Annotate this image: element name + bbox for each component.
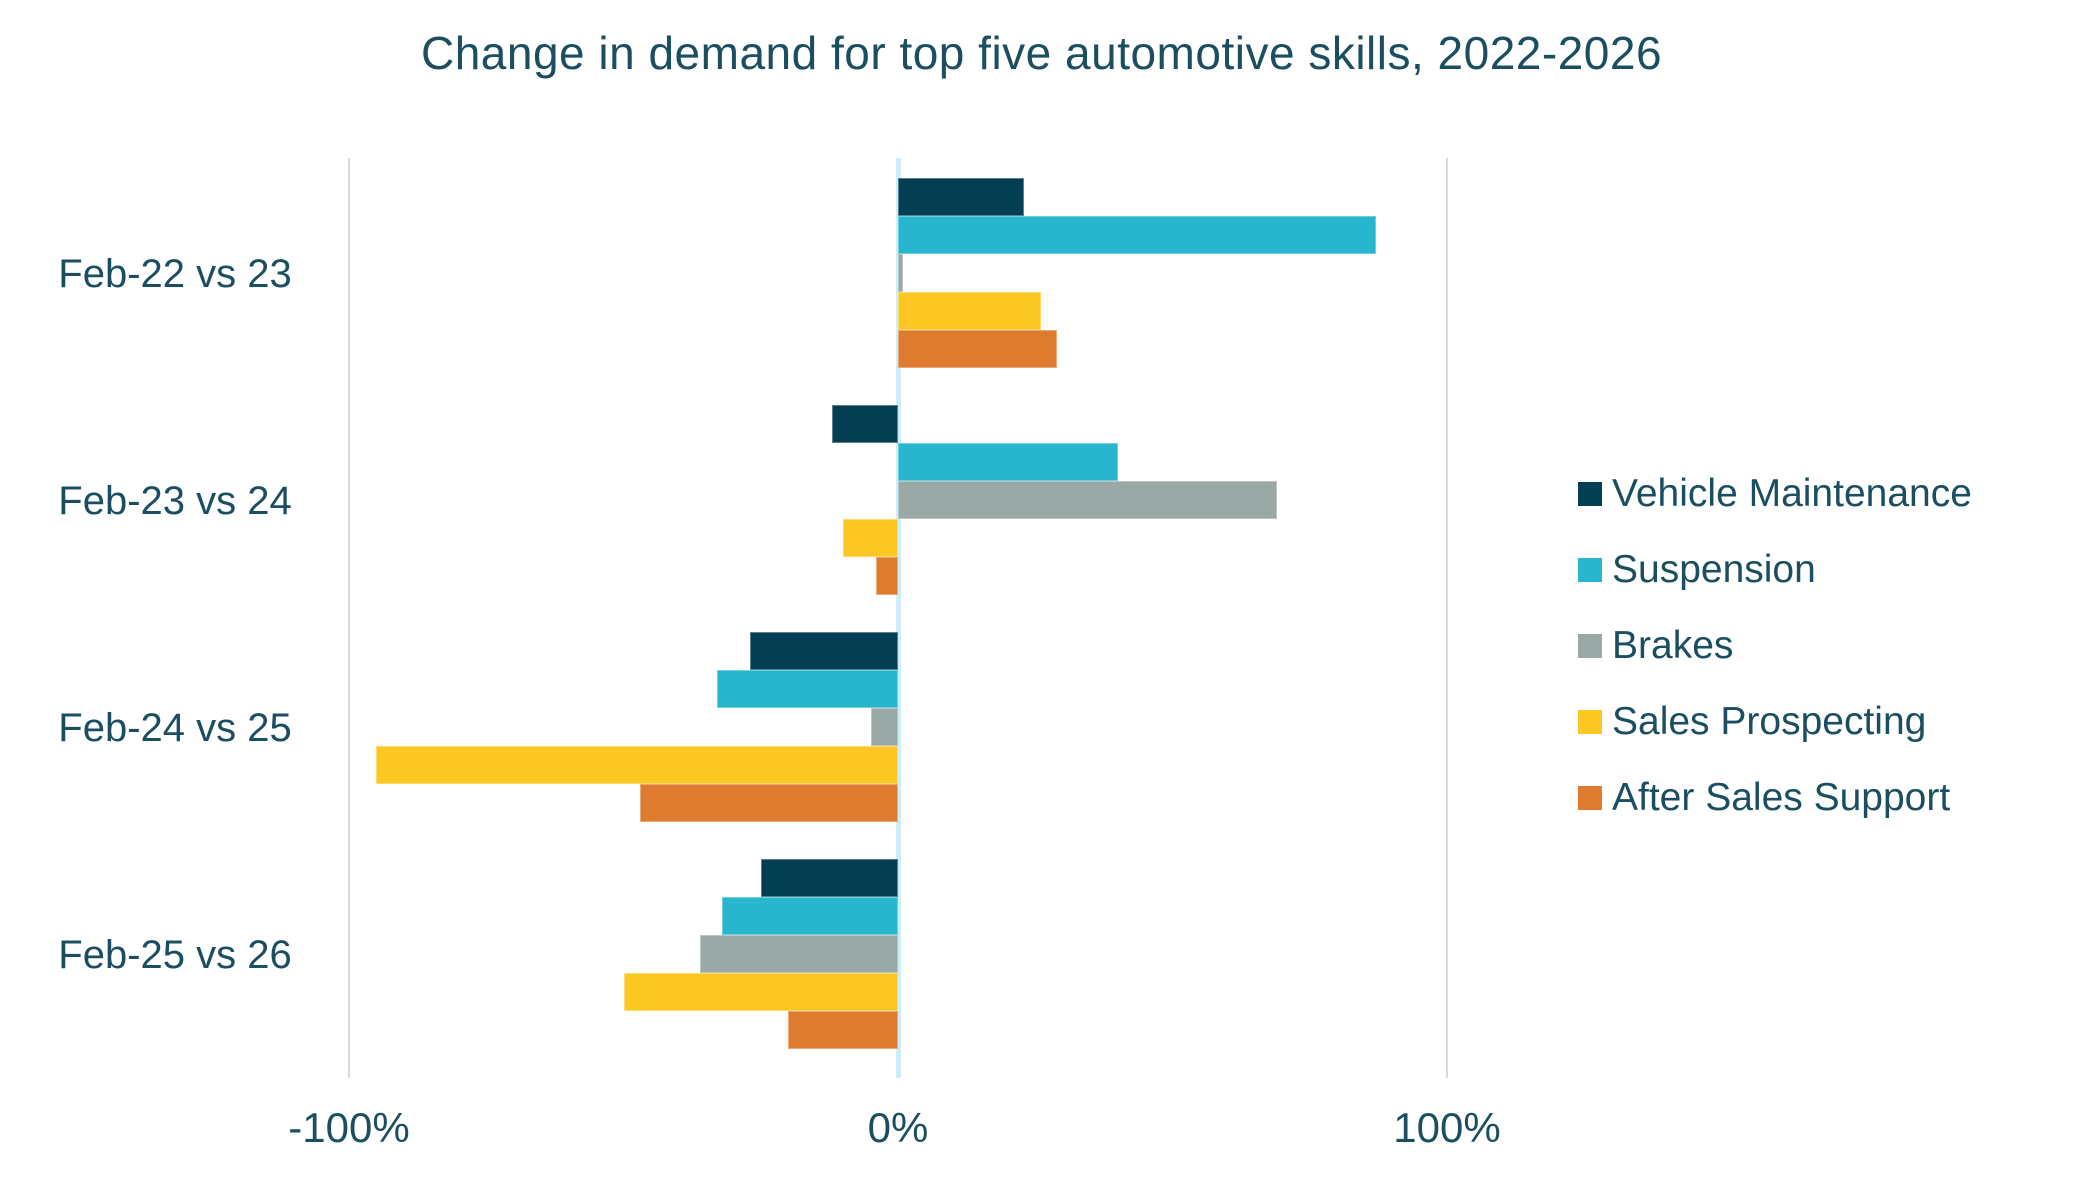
- bar-suspension-feb-25-vs-26: [722, 897, 898, 935]
- bar-sales-prospecting-feb-25-vs-26: [623, 973, 898, 1011]
- legend-swatch-icon: [1578, 634, 1602, 658]
- bar-brakes-feb-22-vs-23: [898, 254, 904, 292]
- legend-item-after-sales-support: After Sales Support: [1578, 774, 1972, 822]
- legend-swatch-icon: [1578, 482, 1602, 506]
- gridline--100%: [348, 158, 350, 1078]
- legend-label: After Sales Support: [1612, 776, 1951, 819]
- bar-sales-prospecting-feb-24-vs-25: [376, 746, 898, 784]
- legend-swatch-icon: [1578, 710, 1602, 734]
- x-tick-label--100: -100%: [288, 1104, 410, 1151]
- gridline-100%: [1446, 158, 1448, 1078]
- bar-brakes-feb-24-vs-25: [870, 708, 898, 746]
- x-tick-label-100: 100%: [1393, 1104, 1501, 1151]
- legend-item-suspension: Suspension: [1578, 546, 1972, 594]
- legend-item-vehicle-maintenance: Vehicle Maintenance: [1578, 470, 1972, 518]
- category-label-feb-23-vs-24: Feb-23 vs 24: [58, 478, 292, 523]
- category-label-feb-24-vs-25: Feb-24 vs 25: [58, 705, 292, 750]
- bar-brakes-feb-23-vs-24: [898, 481, 1277, 519]
- legend-label: Vehicle Maintenance: [1612, 472, 1972, 515]
- bar-after-sales-support-feb-23-vs-24: [876, 557, 898, 595]
- bar-after-sales-support-feb-22-vs-23: [898, 330, 1058, 368]
- bar-vehicle-maintenance-feb-23-vs-24: [832, 405, 898, 443]
- bar-vehicle-maintenance-feb-25-vs-26: [760, 859, 898, 897]
- bar-vehicle-maintenance-feb-22-vs-23: [898, 178, 1025, 216]
- legend-item-brakes: Brakes: [1578, 622, 1972, 670]
- bar-vehicle-maintenance-feb-24-vs-25: [749, 632, 898, 670]
- bar-suspension-feb-24-vs-25: [716, 670, 898, 708]
- category-label-feb-25-vs-26: Feb-25 vs 26: [58, 932, 292, 977]
- x-tick-label-0: 0%: [867, 1104, 929, 1151]
- bar-brakes-feb-25-vs-26: [700, 935, 898, 973]
- zero-axis-line: [895, 158, 901, 1078]
- bar-sales-prospecting-feb-22-vs-23: [898, 292, 1041, 330]
- bar-after-sales-support-feb-24-vs-25: [639, 784, 898, 822]
- category-label-feb-22-vs-23: Feb-22 vs 23: [58, 251, 292, 296]
- legend-swatch-icon: [1578, 558, 1602, 582]
- legend-item-sales-prospecting: Sales Prospecting: [1578, 698, 1972, 746]
- legend: Vehicle Maintenance Suspension Brakes Sales…: [1578, 470, 1972, 850]
- bar-suspension-feb-23-vs-24: [898, 443, 1118, 481]
- bar-suspension-feb-22-vs-23: [898, 216, 1376, 254]
- chart-title: Change in demand for top five automotive…: [420, 27, 1663, 79]
- bar-sales-prospecting-feb-23-vs-24: [843, 519, 898, 557]
- legend-swatch-icon: [1578, 786, 1602, 810]
- bar-after-sales-support-feb-25-vs-26: [788, 1011, 898, 1049]
- legend-label: Brakes: [1612, 624, 1734, 667]
- legend-label: Sales Prospecting: [1612, 700, 1927, 743]
- legend-label: Suspension: [1612, 548, 1816, 591]
